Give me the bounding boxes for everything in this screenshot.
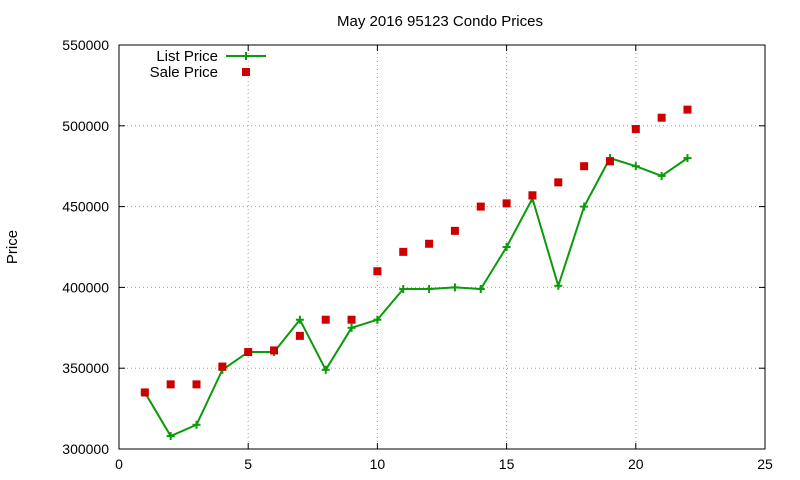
x-tick-label: 10 [370, 456, 386, 472]
sale-price-point [528, 191, 537, 200]
y-tick-label: 350000 [62, 360, 109, 376]
sale-price-point [631, 125, 640, 134]
legend-label-0: List Price [156, 48, 218, 65]
series-layer [140, 105, 692, 441]
x-tick-label: 25 [757, 456, 773, 472]
sale-price-point [218, 362, 227, 371]
x-tick-label: 20 [628, 456, 644, 472]
list-price-point [554, 281, 563, 290]
list-price-point [166, 432, 175, 441]
sale-price-point [295, 331, 304, 340]
legend-swatch-square [242, 68, 250, 76]
sale-price-point [270, 346, 279, 355]
x-tick-label: 0 [115, 456, 123, 472]
list-price-point [476, 285, 485, 294]
sale-price-point [605, 157, 614, 166]
sale-price-point [476, 202, 485, 211]
list-price-point [683, 154, 692, 163]
list-price-point [657, 171, 666, 180]
sale-price-point [580, 162, 589, 171]
axis-ticks: 0 5 10 15 20 25 300000 350000 400000 450000 500000… [62, 37, 773, 472]
sale-price-point [140, 388, 149, 397]
list-price-point [450, 283, 459, 292]
sale-price-point [166, 380, 175, 389]
sale-price-point [425, 239, 434, 248]
list-price-point [399, 285, 408, 294]
sale-price-point [321, 315, 330, 324]
sale-price-point [399, 247, 408, 256]
legend-label-1: Sale Price [150, 64, 218, 81]
sale-price-point [554, 178, 563, 187]
sale-price-point [683, 105, 692, 114]
grid-lines [119, 45, 765, 449]
y-axis-label: Price [4, 230, 21, 264]
x-tick-label: 5 [244, 456, 252, 472]
chart-title: May 2016 95123 Condo Prices [337, 13, 543, 30]
x-tick-label: 15 [499, 456, 515, 472]
y-tick-label: 450000 [62, 199, 109, 215]
y-tick-label: 550000 [62, 37, 109, 53]
legend-swatch-plus [242, 52, 250, 60]
list-price-point [347, 323, 356, 332]
series-line-list-price [143, 157, 689, 438]
sale-price-point [347, 315, 356, 324]
sale-price-point [373, 267, 382, 276]
list-price-point [321, 365, 330, 374]
list-price-point [502, 243, 511, 251]
list-price-point [192, 420, 201, 429]
sale-price-point [657, 113, 666, 122]
sale-price-point [450, 226, 459, 235]
plot-frame [118, 44, 766, 450]
list-price-point [295, 315, 304, 324]
y-tick-label: 500000 [62, 118, 109, 134]
list-price-point [580, 202, 589, 211]
list-price-point [425, 285, 434, 294]
list-price-point [373, 315, 382, 324]
list-price-point [631, 162, 640, 171]
y-tick-label: 300000 [62, 441, 109, 457]
sale-price-point [192, 380, 201, 389]
y-tick-label: 400000 [62, 279, 109, 295]
sale-price-point [244, 348, 253, 357]
sale-price-point [502, 199, 511, 208]
